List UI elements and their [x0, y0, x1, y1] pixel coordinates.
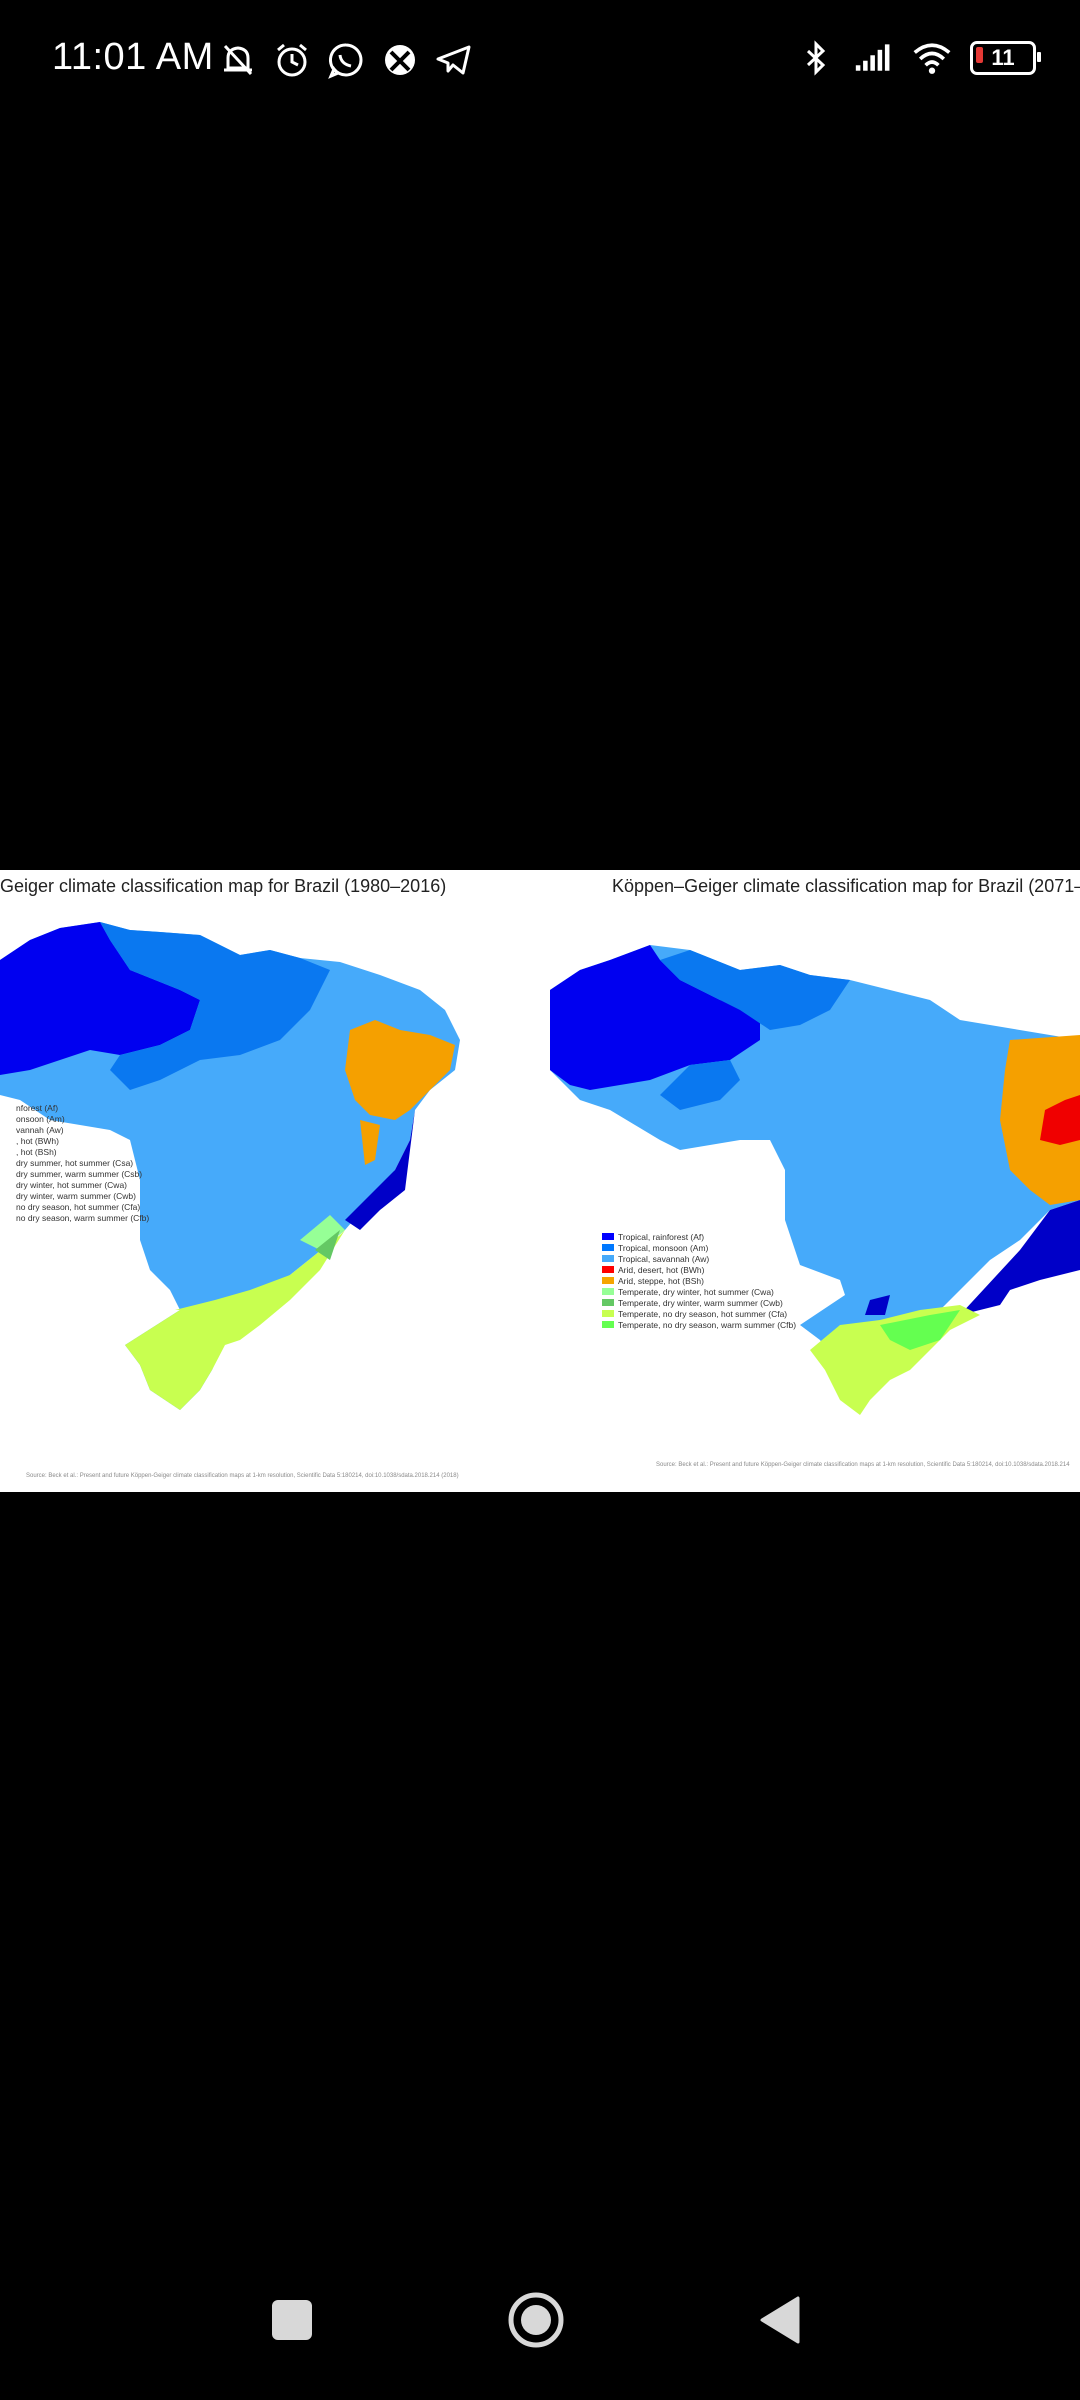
left-map-source: Source: Beck et al.: Present and future …	[26, 1473, 459, 1479]
legend-swatch	[602, 1266, 614, 1273]
legend-item: , hot (BWh)	[16, 1135, 59, 1146]
battery-level: 11	[991, 45, 1015, 70]
legend-item: Arid, desert, hot (BWh)	[602, 1264, 796, 1275]
legend-swatch	[602, 1233, 614, 1240]
legend-item: Temperate, dry winter, hot summer (Cwa)	[602, 1286, 796, 1297]
bluetooth-icon	[796, 38, 836, 78]
wifi-icon	[912, 38, 952, 78]
notification-icons	[218, 36, 474, 84]
legend-item: Temperate, no dry season, warm summer (C…	[602, 1319, 796, 1330]
left-brazil-map-image	[0, 922, 460, 1410]
legend-swatch	[602, 1244, 614, 1251]
legend-item: Temperate, no dry season, hot summer (Cf…	[602, 1308, 796, 1319]
legend-item: dry summer, warm summer (Csb)	[16, 1168, 143, 1179]
legend-item: Tropical, rainforest (Af)	[602, 1231, 796, 1242]
status-bar: 11:01 AM 11	[0, 0, 1080, 120]
signal-icon	[854, 38, 894, 78]
alarm-icon	[272, 40, 312, 80]
battery-icon: 11	[970, 41, 1041, 75]
legend-item: dry winter, warm summer (Cwb)	[16, 1190, 136, 1201]
left-map-legend: nforest (Af) onsoon (Am) vannah (Aw) , h…	[0, 1102, 149, 1223]
right-map-title: Köppen–Geiger climate classification map…	[612, 876, 1080, 896]
legend-swatch	[602, 1288, 614, 1295]
telegram-icon	[434, 40, 474, 80]
legend-swatch	[602, 1277, 614, 1284]
back-button[interactable]	[740, 2280, 820, 2360]
legend-item: onsoon (Am)	[16, 1113, 65, 1124]
legend-item: , hot (BSh)	[16, 1146, 57, 1157]
legend-item: vannah (Aw)	[16, 1124, 64, 1135]
whatsapp-icon	[326, 40, 366, 80]
legend-item: Temperate, dry winter, warm summer (Cwb)	[602, 1297, 796, 1308]
recents-square-icon	[272, 2300, 312, 2340]
legend-item: no dry season, hot summer (Cfa)	[16, 1201, 141, 1212]
recents-button[interactable]	[252, 2280, 332, 2360]
legend-swatch	[602, 1299, 614, 1306]
legend-swatch	[602, 1310, 614, 1317]
home-button[interactable]	[496, 2280, 576, 2360]
navigation-bar	[0, 2280, 1080, 2400]
legend-item: no dry season, warm summer (Cfb)	[16, 1212, 150, 1223]
right-brazil-map-image	[550, 945, 1080, 1415]
legend-item: dry winter, hot summer (Cwa)	[16, 1179, 127, 1190]
left-map-title: Geiger climate classification map for Br…	[0, 876, 447, 896]
battery-fill	[976, 47, 983, 63]
legend-item: dry summer, hot summer (Csa)	[16, 1157, 134, 1168]
legend-item: Tropical, savannah (Aw)	[602, 1253, 796, 1264]
legend-item: Arid, steppe, hot (BSh)	[602, 1275, 796, 1286]
right-map-legend: Tropical, rainforest (Af) Tropical, mons…	[602, 1231, 796, 1330]
left-climate-map: Geiger climate classification map for Br…	[0, 870, 540, 1492]
legend-swatch	[602, 1255, 614, 1262]
right-map-source: Source: Beck et al.: Present and future …	[656, 1462, 1070, 1468]
mute-bell-icon	[218, 40, 258, 80]
xbox-icon	[380, 40, 420, 80]
legend-item: nforest (Af)	[16, 1102, 59, 1113]
image-viewer[interactable]: Geiger climate classification map for Br…	[0, 870, 1080, 1492]
home-circle-icon	[508, 2292, 564, 2348]
legend-swatch	[602, 1321, 614, 1328]
status-time: 11:01 AM	[52, 36, 214, 78]
right-climate-map: Köppen–Geiger climate classification map…	[540, 870, 1080, 1492]
legend-item: Tropical, monsoon (Am)	[602, 1242, 796, 1253]
system-icons: 11	[796, 34, 1041, 82]
back-triangle-icon	[760, 2296, 800, 2344]
